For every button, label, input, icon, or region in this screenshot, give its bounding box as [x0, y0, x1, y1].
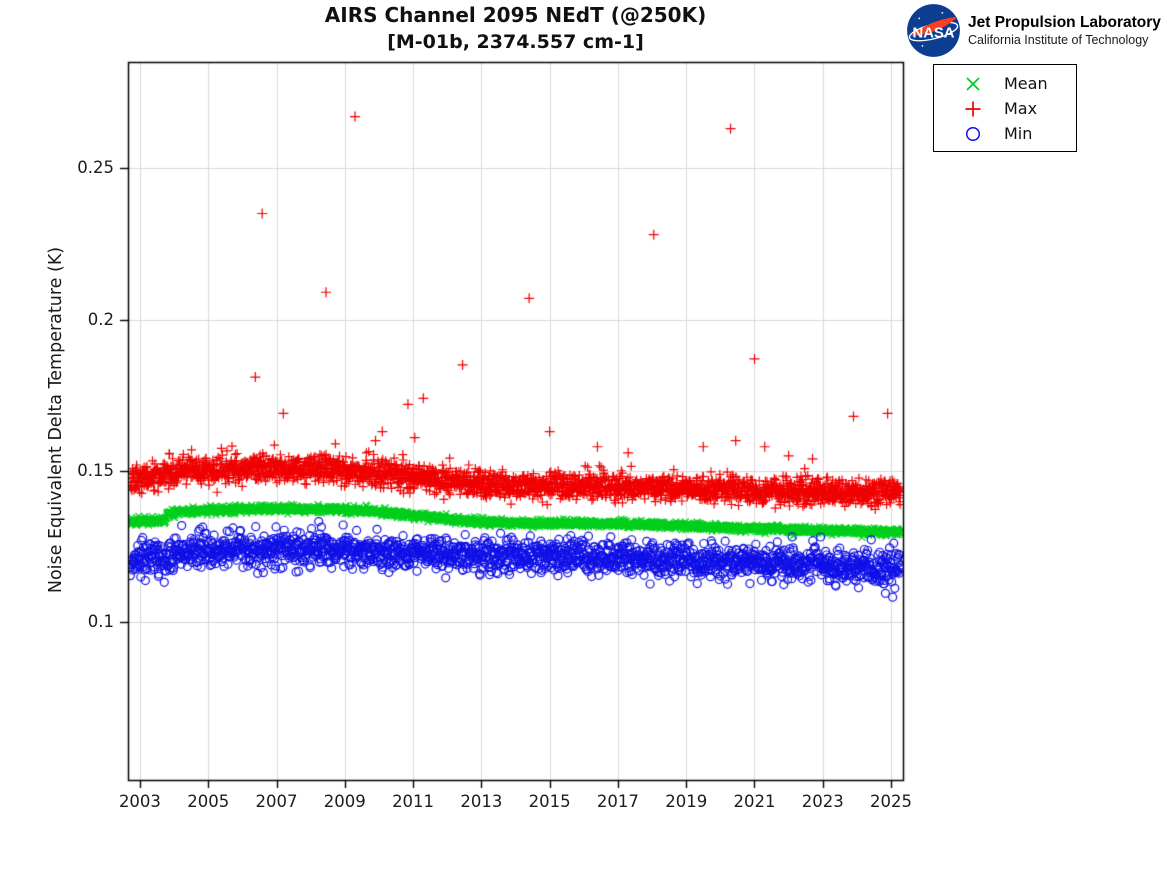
- y-tick-label: 0.25: [77, 158, 114, 178]
- x-tick-label: 2003: [118, 792, 161, 811]
- x-tick-label: 2019: [665, 792, 708, 811]
- legend-item-mean: Mean: [934, 71, 1076, 96]
- nasa-wordmark: NASA: [912, 26, 954, 42]
- jpl-org-name: Jet Propulsion Laboratory: [968, 14, 1161, 31]
- x-tick-label: 2015: [528, 792, 571, 811]
- y-tick-label: 0.15: [77, 460, 114, 480]
- x-tick-label: 2009: [323, 792, 366, 811]
- plus-marker-icon: [960, 98, 986, 120]
- y-axis-label: Noise Equivalent Delta Temperature (K): [46, 246, 66, 594]
- x-tick-label: 2011: [392, 792, 435, 811]
- jpl-logo-text: Jet Propulsion Laboratory California Ins…: [968, 13, 1161, 48]
- x-tick-label: 2021: [733, 792, 776, 811]
- x-tick-label: 2005: [187, 792, 230, 811]
- nasa-jpl-logo: NASA Jet Propulsion Laboratory Californi…: [906, 3, 1161, 58]
- legend-label: Mean: [1004, 74, 1048, 93]
- nasa-insignia-icon: NASA: [907, 4, 960, 57]
- x-tick-label: 2017: [596, 792, 639, 811]
- legend-label: Max: [1004, 99, 1038, 118]
- chart-subtitle: [M-01b, 2374.557 cm-1]: [387, 31, 644, 53]
- jpl-org-subtitle: California Institute of Technology: [968, 33, 1149, 47]
- y-tick-label: 0.2: [87, 309, 114, 329]
- legend-item-max: Max: [934, 96, 1076, 121]
- legend: Mean Max Min: [933, 64, 1077, 152]
- legend-item-min: Min: [934, 121, 1076, 146]
- circle-marker-icon: [960, 123, 986, 145]
- x-tick-label: 2023: [801, 792, 844, 811]
- legend-label: Min: [1004, 124, 1033, 143]
- x-tick-label: 2025: [870, 792, 913, 811]
- y-tick-label: 0.1: [87, 612, 114, 632]
- chart-title-block: AIRS Channel 2095 NEdT (@250K) [M-01b, 2…: [128, 2, 903, 56]
- x-tick-label: 2013: [460, 792, 503, 811]
- chart-title: AIRS Channel 2095 NEdT (@250K): [324, 3, 707, 27]
- x-tick-label: 2007: [255, 792, 298, 811]
- x-marker-icon: [960, 73, 986, 95]
